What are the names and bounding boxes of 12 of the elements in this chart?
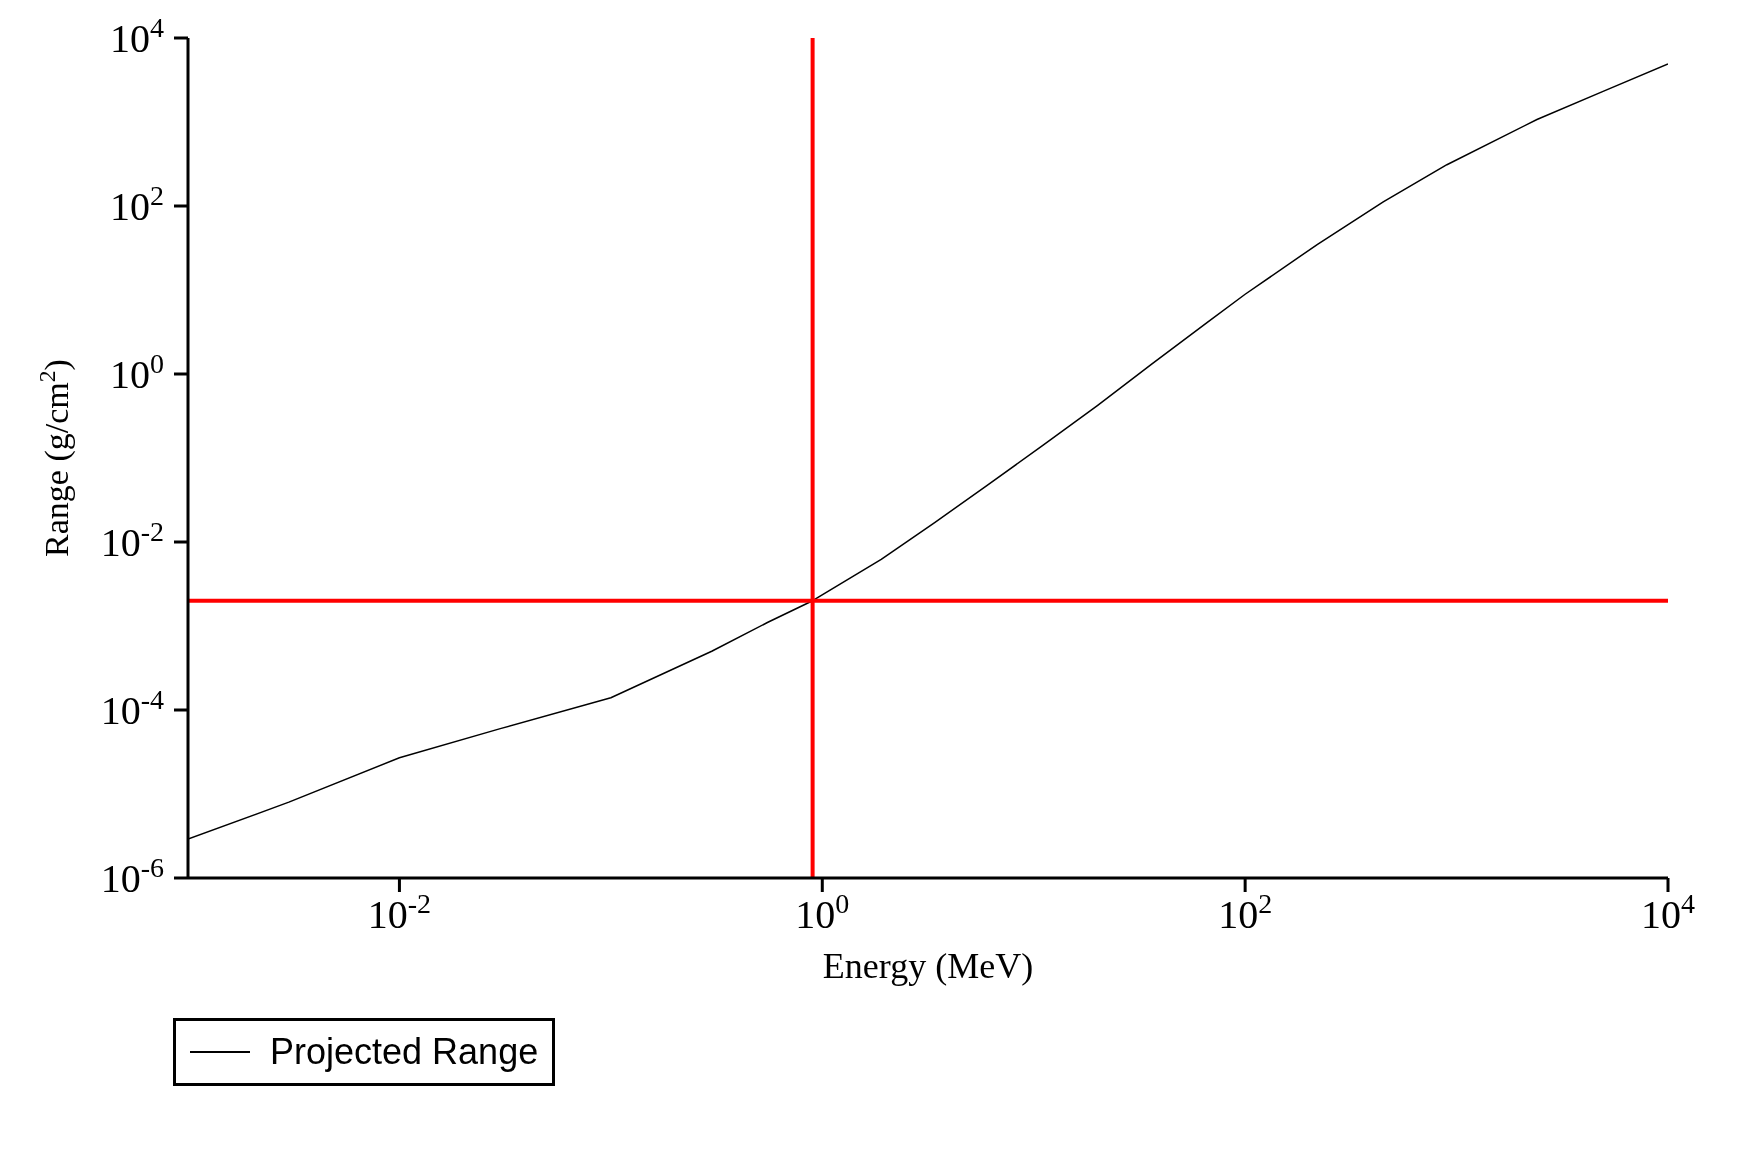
x-tick-label: 10$^{2}$ [1218, 887, 1273, 937]
legend-label: Projected Range [270, 1031, 539, 1073]
y-tick-label: 10$^{2}$ [110, 179, 164, 229]
y-tick-label: 10$^{-2}$ [100, 515, 164, 565]
y-tick-label: 10$^{0}$ [110, 347, 164, 397]
x-axis-title: Energy (MeV) [822, 946, 1034, 986]
y-tick-label: 10$^{-4}$ [100, 683, 164, 733]
x-tick-label: 10$^{0}$ [795, 887, 850, 937]
x-tick-label: 10$^{4}$ [1641, 887, 1695, 937]
x-tick-label: 10$^{-2}$ [367, 887, 432, 937]
y-tick-label: 10$^{-6}$ [100, 851, 164, 901]
y-tick-label: 10$^{4}$ [110, 11, 164, 61]
